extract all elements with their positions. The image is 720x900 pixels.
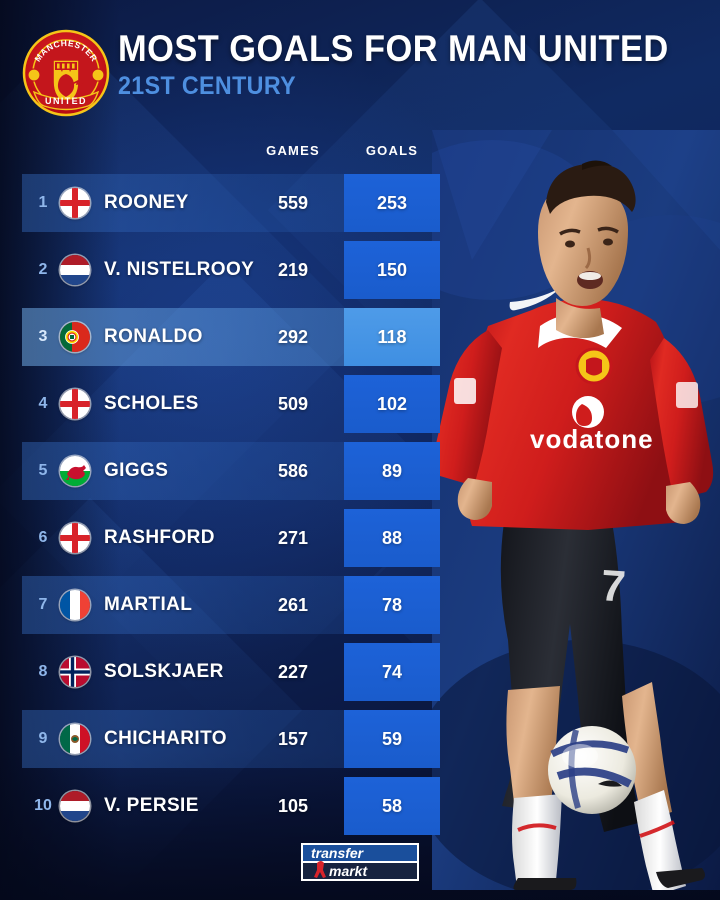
transfermarkt-line2: markt bbox=[329, 863, 368, 879]
table-row[interactable]: 8 SOLSKJAER 227 74 bbox=[22, 643, 440, 701]
flag-england-icon bbox=[60, 188, 90, 218]
player-name: RASHFORD bbox=[104, 527, 215, 548]
page-title: MOST GOALS FOR MAN UNITED bbox=[118, 28, 669, 69]
rank-number: 9 bbox=[38, 730, 48, 747]
table-row[interactable]: 9 CHICHARITO 157 59 bbox=[22, 710, 440, 768]
rank-number: 10 bbox=[34, 797, 52, 814]
rank-number: 7 bbox=[38, 596, 48, 613]
svg-text:7: 7 bbox=[599, 561, 627, 612]
table-row[interactable]: 5 GIGGS 586 89 bbox=[22, 442, 440, 500]
games-value: 227 bbox=[277, 662, 309, 682]
table-row[interactable]: 4 SCHOLES 509 102 bbox=[22, 375, 440, 433]
goals-value: 78 bbox=[381, 595, 403, 615]
player-photo: 7 bbox=[432, 130, 720, 890]
table-row[interactable]: 10 V. PERSIE 105 58 bbox=[22, 777, 440, 835]
rank-number: 3 bbox=[38, 328, 48, 345]
games-value: 559 bbox=[277, 193, 309, 213]
flag-wales-icon bbox=[60, 456, 90, 486]
goals-cell: 78 bbox=[344, 576, 440, 634]
table-row[interactable]: 3 RONALDO 292 118 bbox=[22, 308, 440, 366]
games-value: 292 bbox=[277, 327, 309, 347]
goals-value: 58 bbox=[381, 796, 403, 816]
games-value: 271 bbox=[277, 528, 309, 548]
rank-number: 2 bbox=[38, 261, 48, 278]
player-name: V. PERSIE bbox=[104, 795, 199, 816]
goals-value: 88 bbox=[381, 528, 403, 548]
player-name: MARTIAL bbox=[104, 594, 193, 615]
goals-cell: 150 bbox=[344, 241, 440, 299]
games-value: 157 bbox=[277, 729, 309, 749]
goals-cell: 59 bbox=[344, 710, 440, 768]
goals-cell: 58 bbox=[344, 777, 440, 835]
column-headers: GAMES GOALS bbox=[0, 143, 720, 165]
games-value: 586 bbox=[277, 461, 309, 481]
rank-number: 5 bbox=[38, 462, 48, 479]
games-value: 261 bbox=[277, 595, 309, 615]
goals-cell: 118 bbox=[344, 308, 440, 366]
goals-cell: 253 bbox=[344, 174, 440, 232]
player-name: ROONEY bbox=[104, 192, 189, 213]
flag-england-icon bbox=[60, 389, 90, 419]
svg-text:vodatone: vodatone bbox=[530, 424, 654, 454]
transfermarkt-logo[interactable]: transfer markt bbox=[301, 842, 419, 882]
games-value: 509 bbox=[277, 394, 309, 414]
goals-value: 150 bbox=[376, 260, 408, 280]
goals-value: 102 bbox=[376, 394, 408, 414]
goals-cell: 74 bbox=[344, 643, 440, 701]
player-name: GIGGS bbox=[104, 460, 169, 481]
flag-portugal-icon bbox=[60, 322, 90, 352]
column-header-goals: GOALS bbox=[365, 143, 419, 158]
goals-value: 74 bbox=[381, 662, 403, 682]
goals-cell: 89 bbox=[344, 442, 440, 500]
goals-value: 59 bbox=[381, 729, 403, 749]
player-name: SCHOLES bbox=[104, 393, 199, 414]
games-value: 105 bbox=[277, 796, 309, 816]
player-name: RONALDO bbox=[104, 326, 203, 347]
goals-value: 253 bbox=[376, 193, 408, 213]
column-header-games: GAMES bbox=[266, 143, 320, 158]
table-row[interactable]: 7 MARTIAL 261 78 bbox=[22, 576, 440, 634]
player-name: SOLSKJAER bbox=[104, 661, 224, 682]
rank-number: 4 bbox=[38, 395, 48, 412]
flag-england-icon bbox=[60, 523, 90, 553]
table-row[interactable]: 6 RASHFORD 271 88 bbox=[22, 509, 440, 567]
title-block: MOST GOALS FOR MAN UNITED 21ST CENTURY bbox=[118, 30, 710, 99]
goals-value: 118 bbox=[377, 327, 407, 347]
games-value: 219 bbox=[277, 260, 309, 280]
rank-number: 6 bbox=[38, 529, 48, 546]
flag-france-icon bbox=[60, 590, 90, 620]
flag-norway-icon bbox=[60, 657, 90, 687]
flag-netherlands-icon bbox=[60, 255, 90, 285]
flag-netherlands-icon bbox=[60, 791, 90, 821]
header: MANCHESTER UN bbox=[0, 0, 720, 130]
manchester-united-crest-icon: MANCHESTER UN bbox=[22, 28, 110, 118]
table-row[interactable]: 1 ROONEY 559 253 bbox=[22, 174, 440, 232]
flag-mexico-icon bbox=[60, 724, 90, 754]
goals-value: 89 bbox=[381, 461, 403, 481]
svg-text:UNITED: UNITED bbox=[45, 96, 87, 106]
goals-cell: 102 bbox=[344, 375, 440, 433]
page-subtitle: 21ST CENTURY bbox=[118, 71, 297, 100]
player-name: V. NISTELROOY bbox=[104, 259, 255, 280]
table-row[interactable]: 2 V. NISTELROOY 219 150 bbox=[22, 241, 440, 299]
footer: transfer markt bbox=[0, 842, 720, 882]
rank-number: 8 bbox=[38, 663, 48, 680]
rank-number: 1 bbox=[38, 194, 48, 211]
goals-cell: 88 bbox=[344, 509, 440, 567]
player-name: CHICHARITO bbox=[104, 728, 227, 749]
transfermarkt-line1: transfer bbox=[311, 845, 365, 861]
